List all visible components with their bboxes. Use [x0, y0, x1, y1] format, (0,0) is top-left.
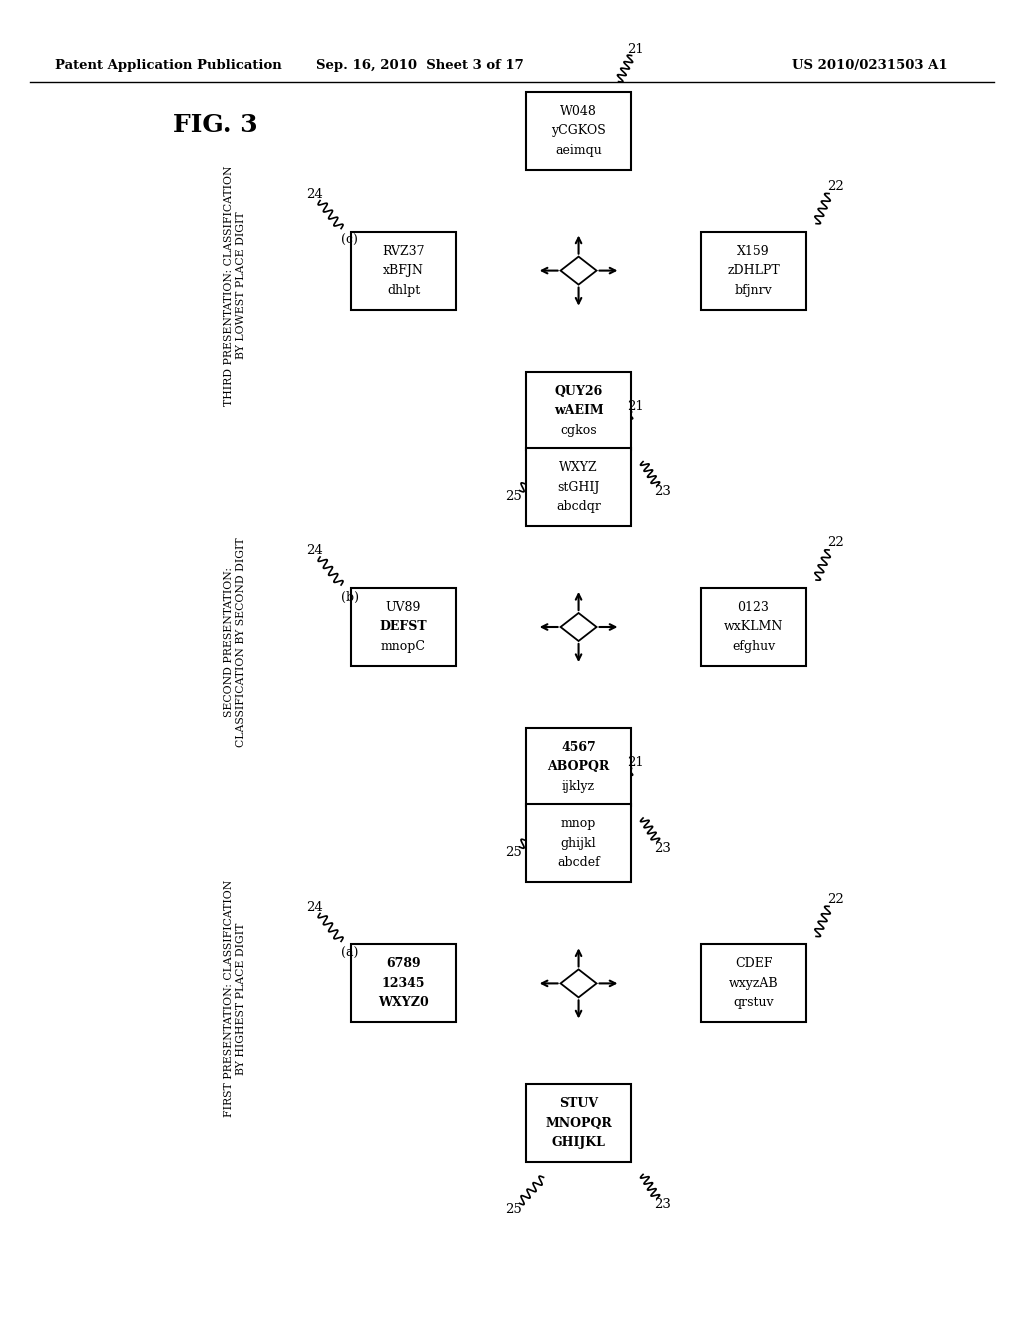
Text: 23: 23 — [654, 484, 672, 498]
Text: Patent Application Publication: Patent Application Publication — [55, 58, 282, 71]
Text: 12345: 12345 — [382, 977, 425, 990]
Text: dhlpt: dhlpt — [387, 284, 420, 297]
Text: 24: 24 — [306, 187, 323, 201]
Text: cgkos: cgkos — [560, 424, 597, 437]
Text: 21: 21 — [627, 44, 644, 55]
Text: 22: 22 — [826, 180, 844, 193]
Text: ABOPQR: ABOPQR — [548, 760, 609, 774]
Bar — [351, 944, 456, 1023]
Bar — [526, 372, 631, 450]
Text: SECOND PRESENTATION:
CLASSIFICATION BY SECOND DIGIT: SECOND PRESENTATION: CLASSIFICATION BY S… — [224, 537, 246, 747]
Text: wxyzAB: wxyzAB — [729, 977, 778, 990]
Text: US 2010/0231503 A1: US 2010/0231503 A1 — [793, 58, 948, 71]
Text: 25: 25 — [505, 846, 522, 859]
Text: RVZ37: RVZ37 — [382, 244, 425, 257]
Text: 4567: 4567 — [561, 741, 596, 754]
Text: 23: 23 — [654, 842, 672, 854]
Text: X159: X159 — [737, 244, 770, 257]
Text: bfjnrv: bfjnrv — [734, 284, 772, 297]
Text: 25: 25 — [505, 1203, 522, 1216]
Text: W048: W048 — [560, 104, 597, 117]
Bar — [526, 91, 631, 169]
Text: 22: 22 — [826, 536, 844, 549]
Bar — [526, 447, 631, 525]
Text: wAEIM: wAEIM — [554, 404, 603, 417]
Text: 21: 21 — [627, 756, 644, 768]
Text: (c): (c) — [341, 234, 358, 247]
Text: MNOPQR: MNOPQR — [545, 1117, 612, 1130]
Text: CDEF: CDEF — [735, 957, 772, 970]
Text: efghuv: efghuv — [732, 640, 775, 653]
Text: ghijkl: ghijkl — [561, 837, 596, 850]
Text: 24: 24 — [306, 900, 323, 913]
Text: STUV: STUV — [559, 1097, 598, 1110]
Text: mnop: mnop — [561, 817, 596, 830]
Text: zDHLPT: zDHLPT — [727, 264, 780, 277]
Text: Sep. 16, 2010  Sheet 3 of 17: Sep. 16, 2010 Sheet 3 of 17 — [316, 58, 524, 71]
Text: QUY26: QUY26 — [554, 384, 603, 397]
Bar — [526, 804, 631, 882]
Text: (a): (a) — [341, 946, 358, 960]
Text: 22: 22 — [826, 892, 844, 906]
Text: UV89: UV89 — [386, 601, 421, 614]
Text: FIG. 3: FIG. 3 — [173, 114, 257, 137]
Text: DEFST: DEFST — [380, 620, 427, 634]
Text: GHIJKL: GHIJKL — [552, 1137, 605, 1150]
Text: ijklyz: ijklyz — [562, 780, 595, 793]
Text: 6789: 6789 — [386, 957, 421, 970]
Text: yCGKOS: yCGKOS — [551, 124, 606, 137]
Text: 0123: 0123 — [737, 601, 769, 614]
Text: 23: 23 — [654, 1199, 672, 1210]
Text: WXYZ0: WXYZ0 — [378, 997, 429, 1010]
Bar — [701, 587, 806, 667]
Bar — [526, 729, 631, 807]
Text: mnopC: mnopC — [381, 640, 426, 653]
Text: THIRD PRESENTATION: CLASSIFICATION
BY LOWEST PLACE DIGIT: THIRD PRESENTATION: CLASSIFICATION BY LO… — [224, 165, 246, 405]
Bar — [701, 944, 806, 1023]
Text: FIRST PRESENTATION: CLASSIFICATION
BY HIGHEST PLACE DIGIT: FIRST PRESENTATION: CLASSIFICATION BY HI… — [224, 879, 246, 1117]
Text: (b): (b) — [341, 590, 359, 603]
Bar — [526, 1085, 631, 1163]
Bar — [701, 231, 806, 310]
Text: stGHIJ: stGHIJ — [557, 480, 600, 494]
Text: xBFJN: xBFJN — [383, 264, 424, 277]
Text: 24: 24 — [306, 544, 323, 557]
Text: qrstuv: qrstuv — [733, 997, 774, 1010]
Bar — [351, 231, 456, 310]
Bar — [351, 587, 456, 667]
Text: 25: 25 — [505, 490, 522, 503]
Text: abcdef: abcdef — [557, 857, 600, 870]
Text: wxKLMN: wxKLMN — [724, 620, 783, 634]
Text: abcdqr: abcdqr — [556, 500, 601, 513]
Text: 21: 21 — [627, 400, 644, 412]
Text: WXYZ: WXYZ — [559, 461, 598, 474]
Text: aeimqu: aeimqu — [555, 144, 602, 157]
